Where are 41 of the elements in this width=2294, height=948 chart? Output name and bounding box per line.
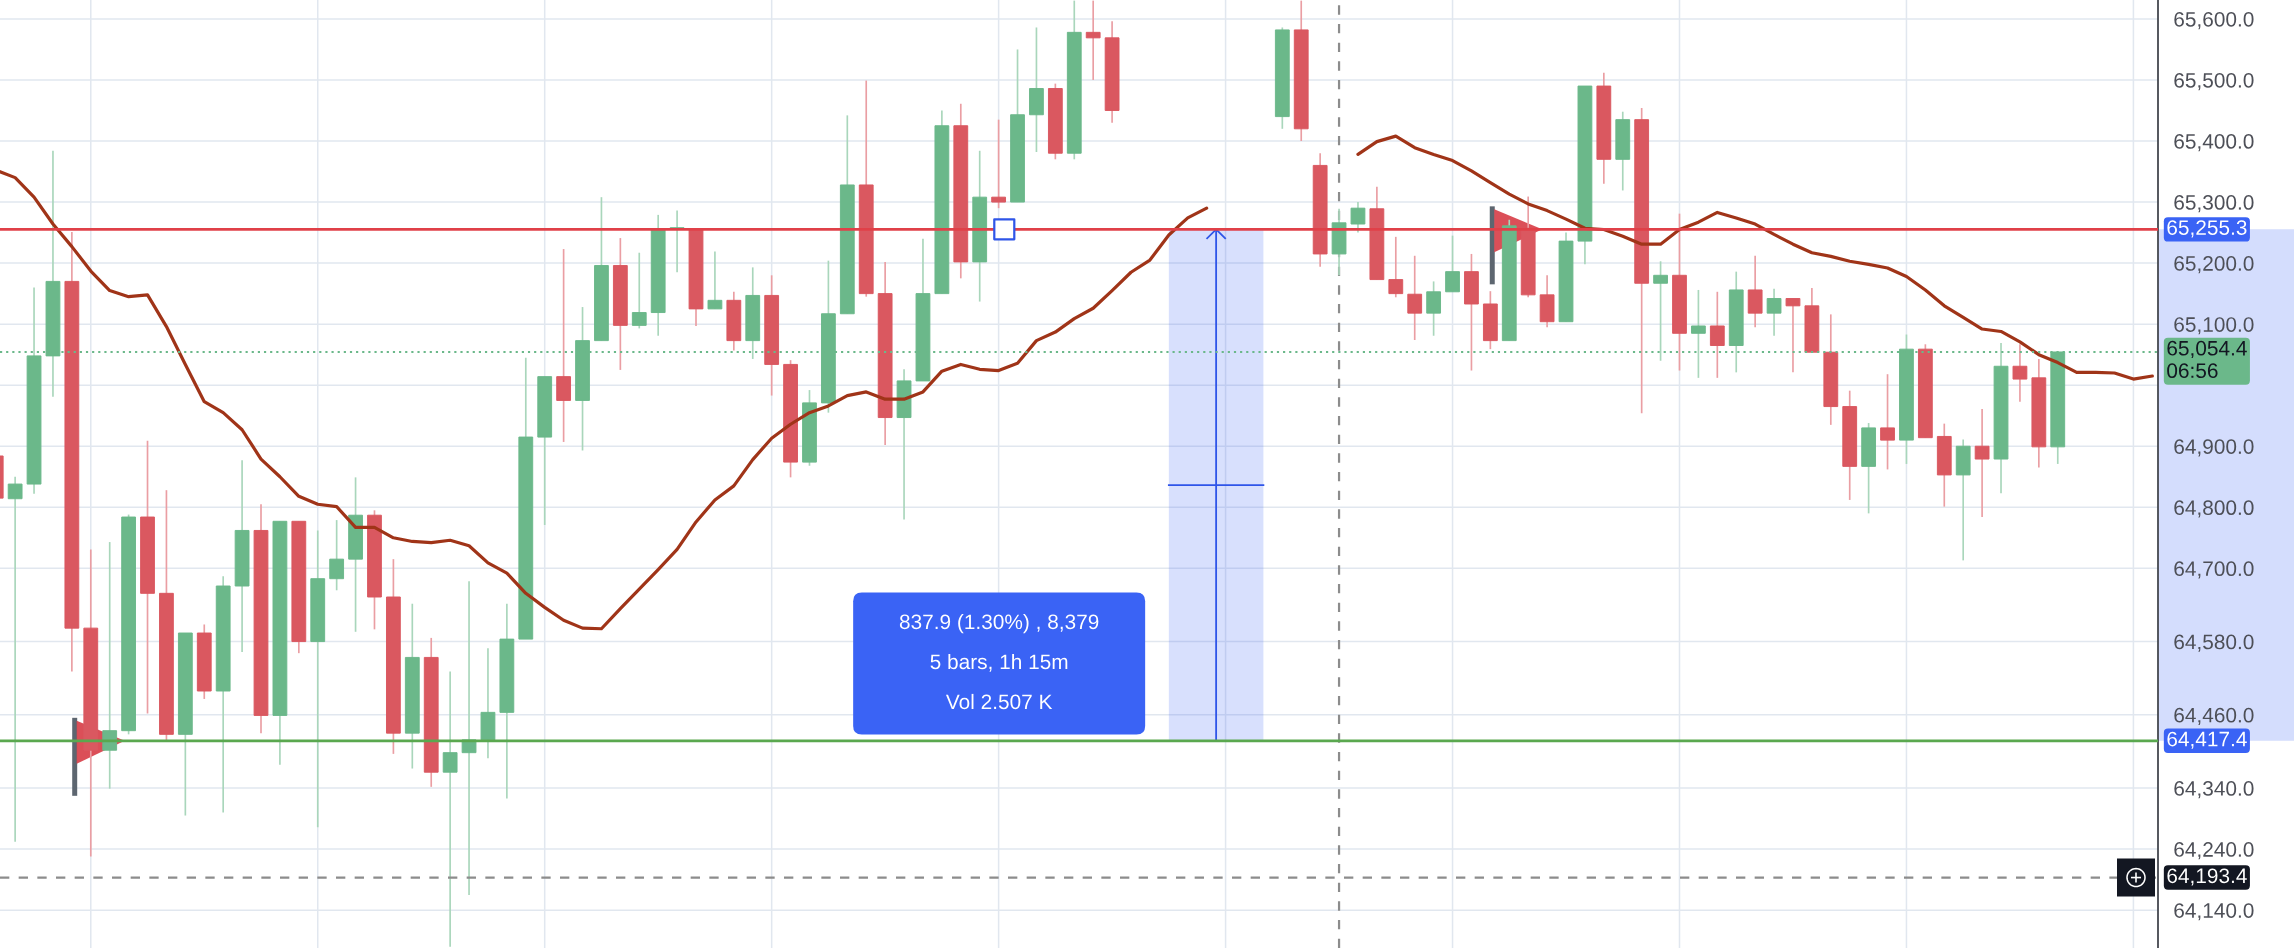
- y-tick-label: 64,900.0: [2174, 439, 2254, 457]
- candlestick: [1709, 290, 1725, 379]
- annotation: 837.9 (1.30%) , 8,379: [899, 613, 1099, 634]
- candlestick: [631, 251, 647, 330]
- candlestick: [1445, 234, 1460, 293]
- candlestick: [1350, 201, 1366, 234]
- candlestick: [991, 118, 1007, 209]
- candlestick: [1747, 254, 1763, 329]
- y-tick-label: 64,140.0: [2174, 903, 2254, 921]
- candlestick: [1407, 254, 1423, 341]
- y-tick-label: 65,500.0: [2174, 72, 2254, 91]
- candlestick: [2012, 343, 2028, 403]
- y-tick-label: 65,400.0: [2174, 134, 2254, 152]
- candlestick: [556, 248, 572, 443]
- y-tick-label: 65,300.0: [2174, 195, 2254, 213]
- ref-line-label: 64,417.4: [2167, 731, 2247, 749]
- candlestick: [1880, 373, 1895, 471]
- y-tick-label: 65,200.0: [2174, 256, 2254, 274]
- y-tick-label: 64,460.0: [2174, 707, 2254, 726]
- candlestick: [1388, 236, 1404, 299]
- annotation: Vol 2.507 K: [945, 693, 1053, 710]
- y-tick-label: 64,800.0: [2174, 500, 2254, 518]
- candlestick: [1426, 280, 1442, 337]
- candlestick: [1974, 408, 1990, 518]
- annotation: 5 bars, 1h 15m: [930, 653, 1068, 672]
- candlestick: [329, 519, 345, 592]
- candlestick: [442, 670, 458, 948]
- y-tick-label: 64,240.0: [2174, 842, 2254, 860]
- ref-line-label: 65,255.3: [2167, 220, 2247, 238]
- candlestick: [707, 250, 723, 310]
- ref-line-label: 64,193.4: [2167, 868, 2247, 886]
- y-tick-label: 64,340.0: [2174, 781, 2254, 799]
- candlestick: [1766, 287, 1782, 337]
- ref-line-label: 65,054.4 06:56: [2167, 340, 2247, 379]
- y-tick-label: 65,600.0: [2174, 11, 2254, 30]
- y-tick-label: 64,580.0: [2174, 634, 2254, 652]
- candlestick: [1085, 0, 1101, 81]
- y-tick-label: 65,100.0: [2174, 317, 2254, 335]
- y-tick-label: 64,700.0: [2174, 561, 2254, 579]
- candlestick: [1785, 297, 1801, 374]
- candlestick: [7, 475, 23, 843]
